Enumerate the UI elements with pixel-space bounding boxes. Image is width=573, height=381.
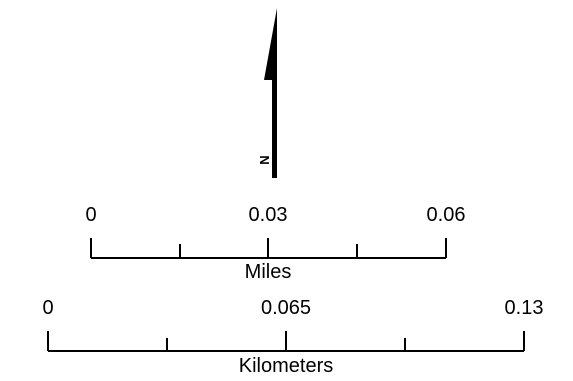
kilometers-tick-label-0: 0 xyxy=(42,297,54,319)
miles-unit-label: Miles xyxy=(244,261,292,283)
miles-tick-label-0: 0 xyxy=(85,204,97,226)
miles-tick-label-2: 0.06 xyxy=(426,204,466,226)
north-arrow-icon xyxy=(264,8,277,178)
kilometers-unit-label: Kilometers xyxy=(238,355,334,377)
kilometers-tick-label-1: 0.065 xyxy=(260,297,312,319)
miles-scale-bar xyxy=(90,238,447,259)
kilometers-scale-bar xyxy=(47,331,525,352)
kilometers-tick-label-2: 0.13 xyxy=(504,297,544,319)
miles-tick-label-1: 0.03 xyxy=(248,204,288,226)
north-arrow-head xyxy=(264,8,277,178)
north-arrow-letter: N xyxy=(257,155,272,165)
